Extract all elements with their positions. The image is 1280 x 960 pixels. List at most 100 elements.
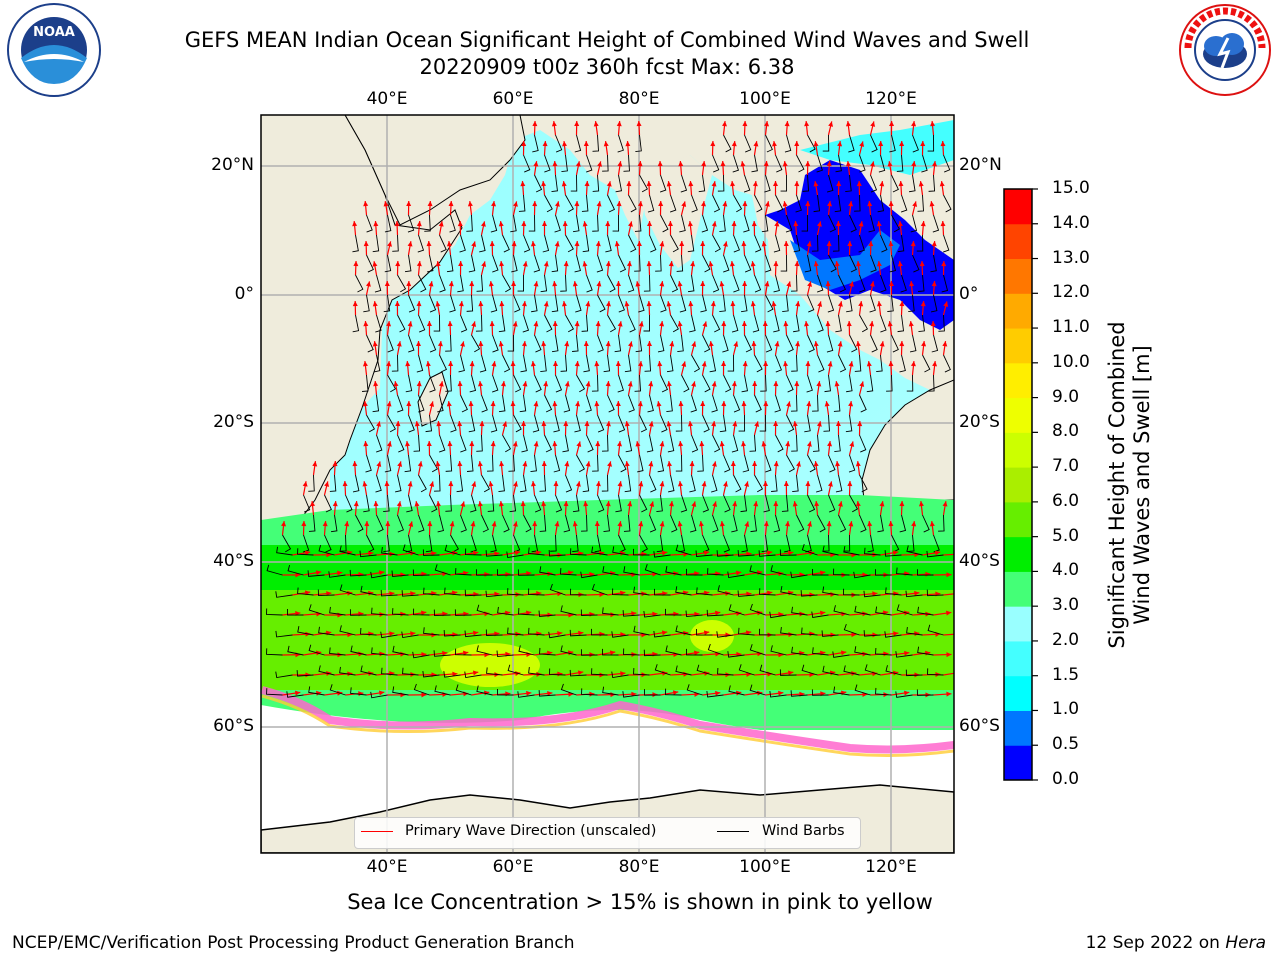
wind-barb (580, 571, 598, 579)
wind-barb (737, 550, 755, 557)
wind-barb (743, 174, 751, 193)
wind-barb (359, 550, 377, 558)
wave-field-3-4m (261, 495, 954, 560)
wave-direction-arrowhead (688, 181, 694, 187)
wave-direction-arrowhead (754, 421, 760, 427)
wave-direction-arrowhead (834, 381, 840, 387)
wind-barb (833, 568, 850, 576)
wind-barb (791, 354, 798, 372)
wind-barb (863, 630, 881, 637)
wave-direction-arrowhead (471, 241, 477, 247)
wind-barb (675, 414, 683, 432)
wind-barb (548, 631, 566, 639)
wave-direction-arrowhead (585, 301, 591, 307)
wind-barb (439, 434, 446, 453)
wave-direction-arrowhead (416, 381, 422, 387)
wave-direction-arrowhead (596, 281, 602, 287)
wave-direction-arrowhead (693, 650, 700, 656)
wind-barb (592, 454, 599, 472)
wave-direction-arrowhead (731, 221, 737, 227)
wave-direction-arrowhead (904, 650, 910, 656)
wind-barb (670, 514, 678, 533)
wave-direction-arrowhead (773, 421, 779, 427)
wave-direction-arrowhead (859, 381, 865, 387)
wave-direction-arrowhead (730, 301, 736, 307)
wind-barb (647, 394, 654, 413)
wave-direction-arrowhead (552, 281, 558, 287)
wave-direction-arrowhead (679, 241, 685, 247)
wind-barb (744, 134, 752, 153)
wave-direction-arrowhead (646, 261, 652, 267)
wave-direction-arrowhead (372, 341, 378, 347)
wind-barb (530, 454, 537, 473)
wind-barb (680, 174, 688, 193)
wave-direction-arrowhead (763, 161, 769, 167)
wind-barb (679, 294, 687, 313)
wave-direction-arrowhead (400, 611, 406, 617)
wave-direction-arrowhead (491, 201, 497, 207)
wind-barb (681, 374, 690, 393)
wind-barb (843, 546, 860, 556)
wind-barb (930, 294, 938, 313)
wave-direction-arrowhead (879, 341, 885, 347)
wave-direction-arrowhead (472, 670, 479, 676)
wave-direction-arrowhead (689, 461, 695, 467)
wind-barb (418, 314, 426, 333)
wind-barb (723, 494, 731, 513)
wind-barb (633, 548, 650, 556)
wind-barb (297, 626, 314, 636)
wind-barb (475, 569, 493, 576)
wave-direction-arrowhead (543, 261, 549, 267)
wave-direction-arrowhead (903, 690, 910, 696)
wave-direction-arrowhead (649, 501, 655, 507)
wave-direction-arrowhead (624, 461, 630, 467)
map-plot-area (261, 115, 954, 853)
wind-barb (660, 414, 668, 433)
wave-direction-arrowhead (714, 610, 721, 616)
wind-barb (905, 590, 923, 598)
wind-barb (927, 624, 944, 636)
wind-barb (796, 514, 805, 533)
wind-barb (591, 583, 608, 596)
wave-direction-arrowhead (813, 261, 819, 267)
wave-direction-arrowhead (626, 181, 632, 187)
wave-direction-arrowhead (783, 241, 789, 247)
wind-barb (754, 394, 762, 413)
wind-barb (690, 394, 697, 413)
wind-barb (460, 314, 468, 333)
wave-direction-arrowhead (414, 421, 420, 427)
wind-barb (275, 671, 293, 679)
wind-barb (603, 514, 610, 533)
wind-barb (897, 234, 905, 253)
wind-barb (912, 254, 920, 273)
wind-barb (507, 664, 524, 676)
wave-direction-arrowhead (848, 361, 854, 367)
wind-barb (560, 605, 577, 616)
wave-direction-arrowhead (617, 321, 623, 327)
wave-direction-arrowhead (721, 321, 727, 327)
wave-direction-arrowhead (322, 521, 328, 527)
wave-direction-arrowhead (912, 201, 918, 207)
wind-barb (381, 546, 398, 556)
wind-barb (716, 631, 734, 638)
wave-direction-arrowhead (585, 381, 591, 387)
wave-direction-arrowhead (942, 341, 948, 347)
wind-barb (774, 394, 781, 413)
wind-barb (854, 354, 862, 372)
wave-direction-arrowhead (793, 221, 799, 227)
wind-barb (302, 534, 310, 553)
wave-direction-arrowhead (452, 671, 458, 677)
wind-barb (596, 254, 604, 273)
wind-barb (459, 234, 466, 253)
lat-label-left-0: 0° (234, 284, 254, 304)
wind-barb (864, 547, 881, 556)
wind-barb (732, 154, 739, 173)
wind-barb (770, 565, 787, 576)
wind-barb (485, 550, 503, 557)
wave-direction-arrowhead (678, 401, 684, 407)
wave-direction-arrowhead (363, 441, 369, 447)
wind-barb (469, 374, 477, 393)
wave-direction-arrowhead (711, 181, 717, 187)
wind-barb (679, 214, 686, 233)
wave-direction-arrowhead (457, 461, 463, 467)
